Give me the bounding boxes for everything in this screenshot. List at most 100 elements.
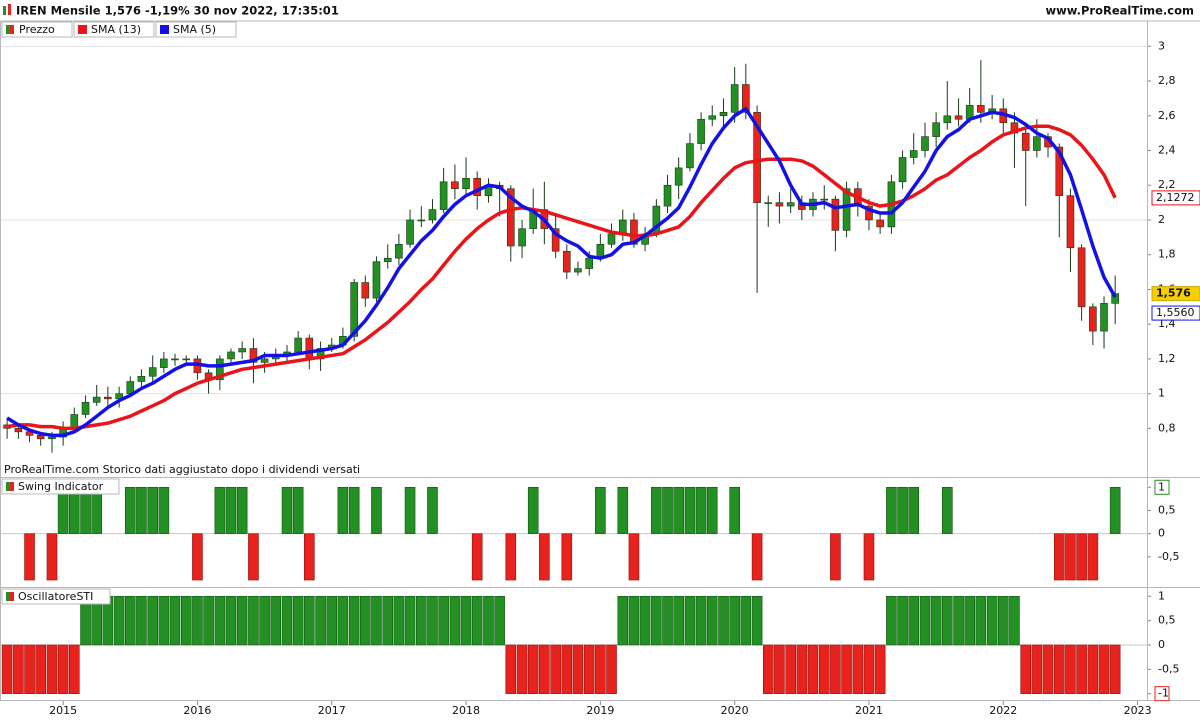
candle-body xyxy=(361,282,370,299)
indicator-bar xyxy=(505,644,517,694)
panel-title[interactable]: Swing Indicator xyxy=(1,478,120,495)
y-tick-label: 2,8 xyxy=(1158,74,1176,87)
indicator-bar xyxy=(236,486,248,534)
indicator-bar xyxy=(863,533,875,581)
indicator-bar xyxy=(1109,486,1121,534)
candle-body xyxy=(909,150,918,158)
label-layer: IREN Mensile 1,576 -1,19% 30 nov 2022, 1… xyxy=(1,4,1200,717)
indicator-bar xyxy=(180,595,192,646)
y-tick-label: 1,2 xyxy=(1158,352,1176,365)
indicator-bar xyxy=(304,533,315,581)
candle-body xyxy=(350,282,358,337)
indicator-bar xyxy=(1109,644,1121,694)
legend-swatch xyxy=(6,25,10,34)
indicator-bar xyxy=(382,595,394,646)
y-tick-highlight xyxy=(1154,479,1170,495)
candle-body xyxy=(1077,247,1086,308)
indicator-bar xyxy=(964,595,976,646)
indicator-bar xyxy=(460,595,472,646)
indicator-bar xyxy=(751,533,763,581)
candle-body xyxy=(36,435,45,440)
candle-body xyxy=(428,209,437,221)
indicator-bar xyxy=(147,595,159,646)
indicator-bar xyxy=(281,486,293,534)
panel-title[interactable]: OscillatoreSTI xyxy=(1,588,111,605)
candle-body xyxy=(1066,195,1075,249)
panel-title-box xyxy=(1,478,120,495)
indicator-bar xyxy=(192,595,203,646)
legend-box xyxy=(73,21,155,38)
candle-body xyxy=(1021,132,1030,151)
indicator-bar xyxy=(706,486,718,534)
indicator-bar xyxy=(908,486,920,534)
legend-label: SMA (5) xyxy=(173,23,216,36)
indicator-bar xyxy=(1087,533,1099,581)
candle-body xyxy=(708,115,717,120)
candle-body xyxy=(439,181,448,210)
indicator-bar xyxy=(124,595,136,646)
indicator-bar xyxy=(662,486,673,534)
indicator-bar xyxy=(561,533,573,581)
indicator-bar xyxy=(841,644,852,694)
indicator-bar xyxy=(796,644,808,694)
indicator-bar xyxy=(169,595,181,646)
y-tick-label: 1 xyxy=(1158,589,1165,602)
legend-label: Prezzo xyxy=(19,23,55,36)
indicator-bar xyxy=(539,533,550,581)
y-tick-highlight xyxy=(1154,686,1170,702)
indicator-bar xyxy=(225,595,237,646)
indicator-bar xyxy=(203,595,214,646)
indicator-bar xyxy=(427,486,438,534)
candle-body xyxy=(943,115,952,124)
candle-body xyxy=(137,375,146,382)
indicator-bar xyxy=(1076,644,1087,694)
candle-body xyxy=(395,243,403,259)
legend-item[interactable]: SMA (5) xyxy=(155,21,237,38)
y-tick-label: 1 xyxy=(1158,480,1165,493)
legend-item[interactable]: SMA (13) xyxy=(73,21,155,38)
x-tick-label: 2016 xyxy=(183,704,211,717)
site-name[interactable]: www.ProRealTime.com xyxy=(1045,4,1194,18)
indicator-bar xyxy=(1098,644,1110,694)
x-tick-label: 2022 xyxy=(989,704,1017,717)
candle-body xyxy=(238,348,246,353)
indicator-bar xyxy=(371,595,382,646)
indicator-bar xyxy=(292,486,304,534)
indicator-bar xyxy=(438,595,449,646)
candle-body xyxy=(81,402,90,415)
data-note: ProRealTime.com Storico dati aggiustato … xyxy=(4,463,360,476)
indicator-bar xyxy=(886,486,897,534)
legend-item[interactable]: Prezzo xyxy=(1,21,73,38)
indicator-bar xyxy=(427,595,438,646)
last-value-tag xyxy=(1151,305,1200,321)
indicator-bar xyxy=(124,486,136,534)
candle-body xyxy=(48,436,56,440)
indicator-bar xyxy=(315,595,326,646)
candle-body xyxy=(1089,306,1097,332)
indicator-bar xyxy=(550,644,561,694)
indicator-bar xyxy=(516,644,528,694)
panel-title-text: Swing Indicator xyxy=(18,480,104,493)
indicator-bar xyxy=(953,595,964,646)
legend: Prezzo SMA (13) SMA (5) xyxy=(1,21,237,38)
indicator-bar xyxy=(24,644,35,694)
candle-body xyxy=(697,118,705,144)
indicator-bar xyxy=(830,644,841,694)
indicator-bar xyxy=(852,644,864,694)
indicator-bar xyxy=(606,644,617,694)
indicator-bar xyxy=(886,595,897,646)
panel-icon xyxy=(6,592,10,601)
indicator-bar xyxy=(1042,644,1054,694)
x-tick-label: 2021 xyxy=(855,704,883,717)
indicator-bar xyxy=(404,486,416,534)
candle-body xyxy=(305,337,314,360)
indicator-bar xyxy=(404,595,416,646)
indicator-bar xyxy=(930,595,942,646)
candle-body xyxy=(104,396,112,400)
indicator-bar xyxy=(617,595,629,646)
candle-body xyxy=(719,112,728,117)
indicator-bar xyxy=(740,595,752,646)
indicator-bar xyxy=(941,595,953,646)
